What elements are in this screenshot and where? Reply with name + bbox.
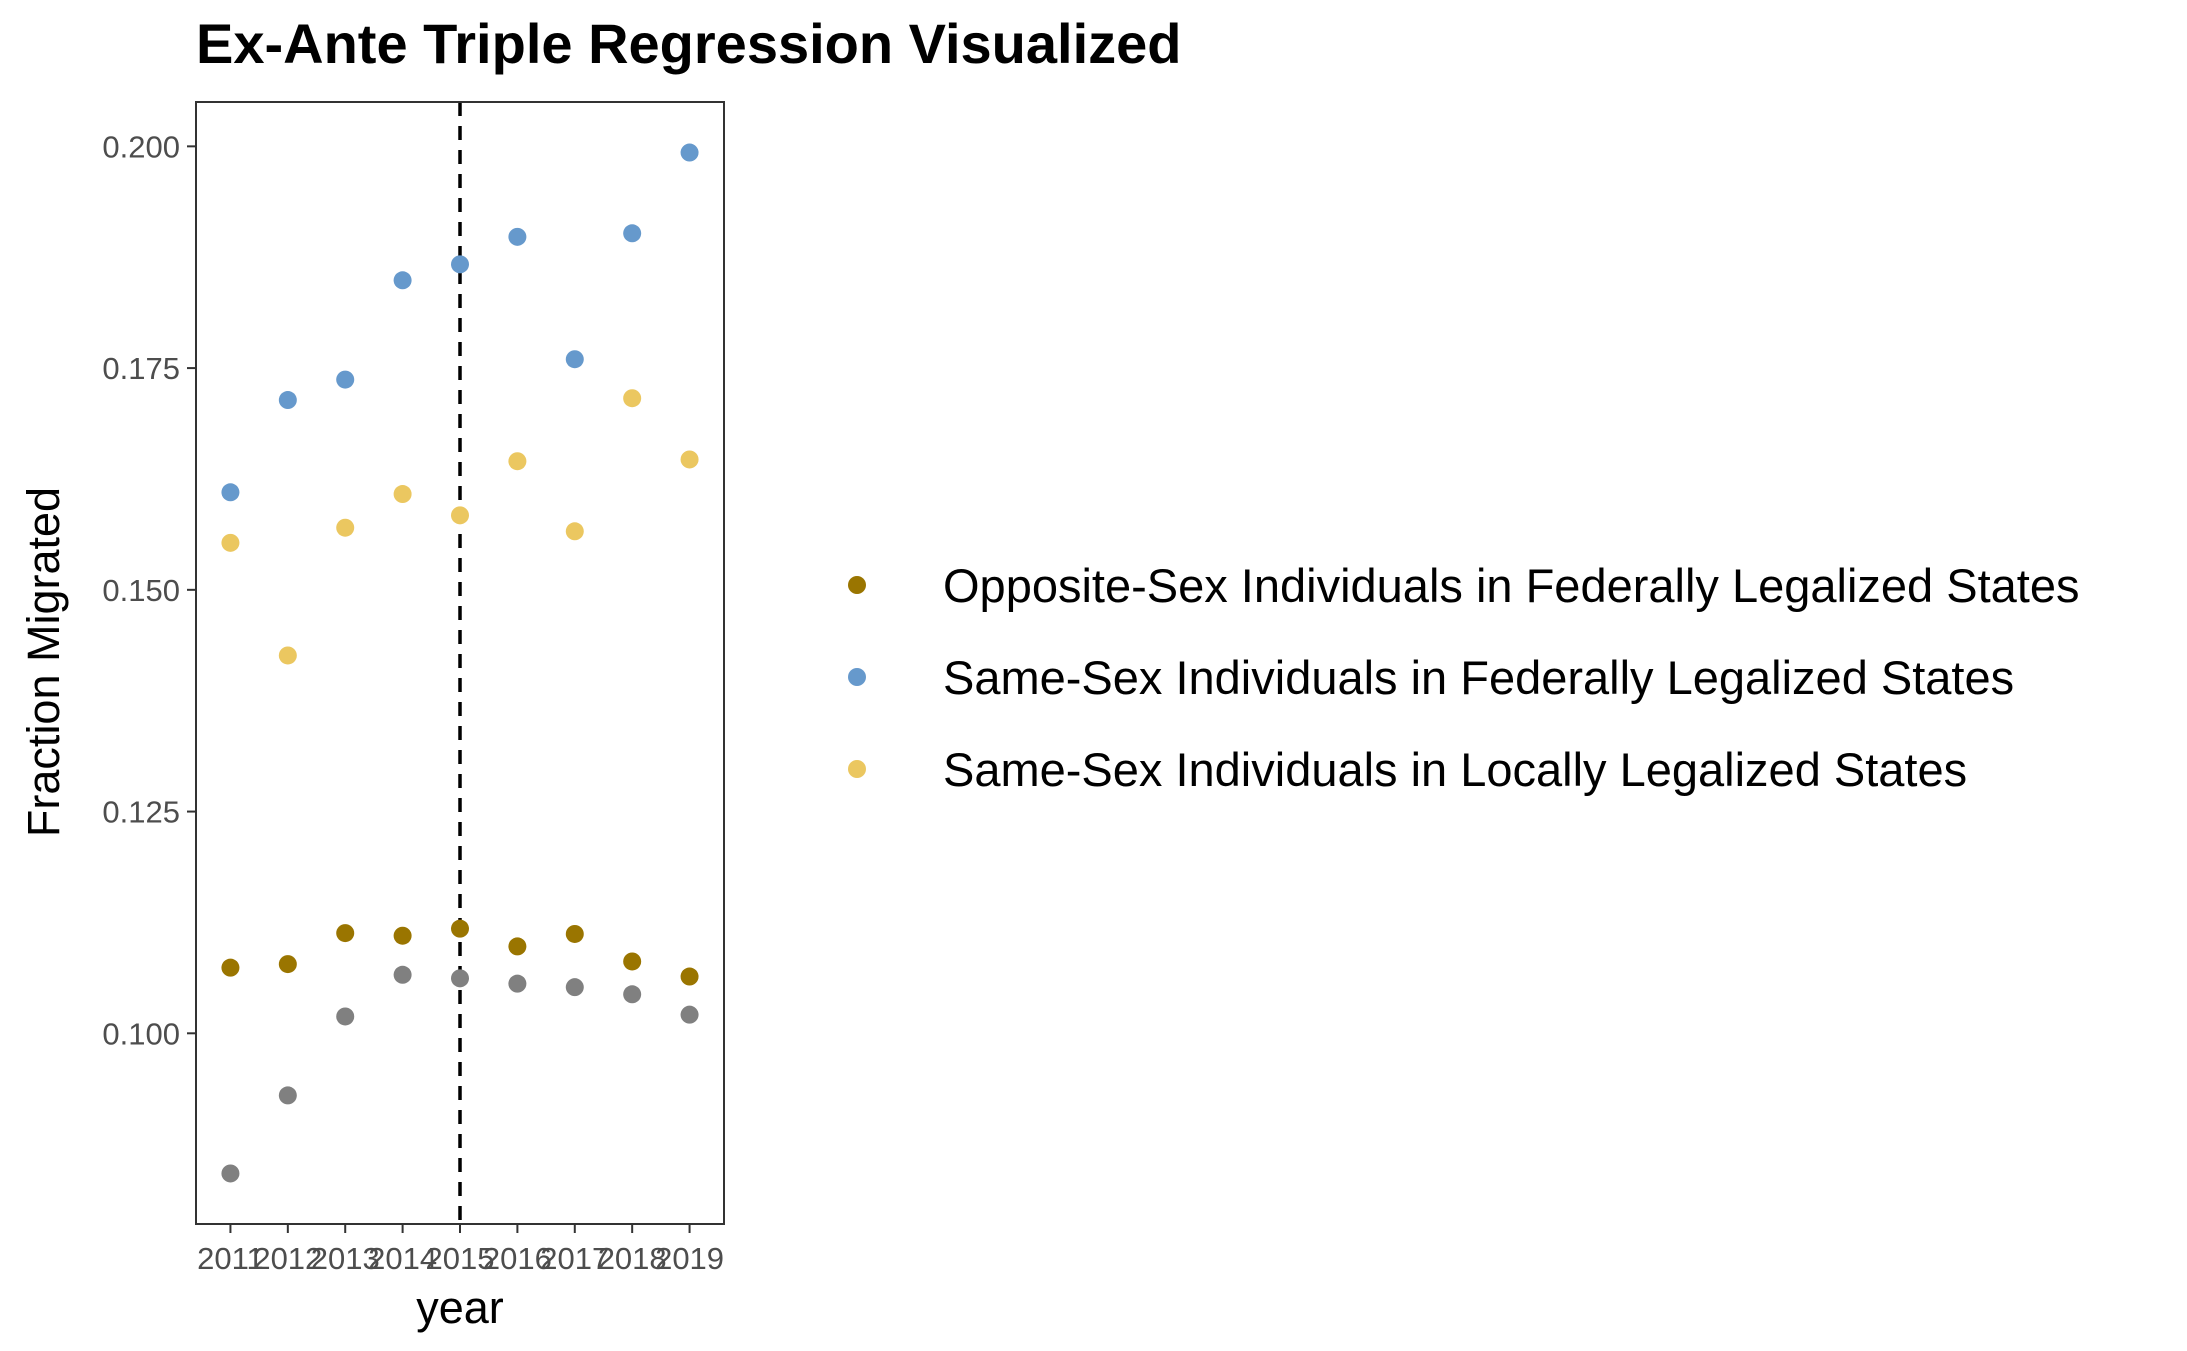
legend-item: Same-Sex Individuals in Locally Legalize… xyxy=(848,743,1967,796)
data-point xyxy=(278,646,297,665)
x-tick-label: 2017 xyxy=(540,1241,609,1276)
legend-label: Opposite-Sex Individuals in Federally Le… xyxy=(943,559,2079,612)
data-point xyxy=(508,937,527,956)
legend-key xyxy=(848,576,866,594)
x-axis-title: year xyxy=(416,1282,504,1333)
x-tick-label: 2012 xyxy=(253,1241,322,1276)
data-point xyxy=(393,271,412,290)
legend-label: Same-Sex Individuals in Locally Legalize… xyxy=(943,743,1967,796)
data-point xyxy=(393,965,412,984)
data-point xyxy=(508,452,527,471)
data-point xyxy=(623,224,642,243)
data-point xyxy=(565,978,584,997)
data-point xyxy=(565,350,584,369)
data-point xyxy=(680,1005,699,1024)
x-tick-label: 2018 xyxy=(598,1241,667,1276)
y-axis: 0.100 0.125 0.150 0.175 0.200 xyxy=(102,129,196,1051)
plot-area xyxy=(195,101,725,1225)
data-point xyxy=(508,974,527,993)
data-point xyxy=(278,955,297,974)
data-point xyxy=(451,255,469,274)
y-tick-label: 0.100 xyxy=(102,1016,180,1051)
x-tick-label: 2015 xyxy=(426,1241,495,1276)
y-tick-label: 0.175 xyxy=(102,351,180,386)
data-point xyxy=(565,522,584,541)
legend-item: Same-Sex Individuals in Federally Legali… xyxy=(848,651,2014,704)
data-point xyxy=(451,506,469,525)
x-tick-label: 2014 xyxy=(368,1241,437,1276)
legend-key xyxy=(848,760,866,778)
y-tick-label: 0.200 xyxy=(102,129,180,164)
legend-key xyxy=(848,668,866,686)
data-point xyxy=(278,1086,297,1105)
data-point xyxy=(336,924,355,943)
x-tick-label: 2019 xyxy=(655,1241,724,1276)
data-point xyxy=(451,969,469,988)
series-2 xyxy=(221,389,699,665)
data-point xyxy=(221,483,240,502)
y-axis-title: Fraction Migrated xyxy=(18,487,69,837)
data-point xyxy=(623,389,642,408)
data-point xyxy=(680,143,699,162)
x-tick-label: 2013 xyxy=(311,1241,380,1276)
data-point xyxy=(680,450,699,469)
legend: Opposite-Sex Individuals in Federally Le… xyxy=(848,559,2079,796)
data-point xyxy=(508,227,527,246)
data-point xyxy=(393,485,412,504)
chart-title: Ex-Ante Triple Regression Visualized xyxy=(196,12,1182,75)
series-1 xyxy=(221,143,699,502)
data-point xyxy=(221,958,240,977)
legend-label: Same-Sex Individuals in Federally Legali… xyxy=(943,651,2014,704)
data-point xyxy=(623,952,642,971)
y-tick-label: 0.150 xyxy=(102,573,180,608)
legend-item: Opposite-Sex Individuals in Federally Le… xyxy=(848,559,2079,612)
data-point xyxy=(451,919,469,938)
y-tick-label: 0.125 xyxy=(102,795,180,830)
data-point xyxy=(623,985,642,1004)
data-point xyxy=(221,533,240,552)
data-point xyxy=(336,518,355,537)
data-point xyxy=(565,924,584,943)
data-point xyxy=(221,1164,240,1183)
data-point xyxy=(680,967,699,986)
x-tick-label: 2016 xyxy=(483,1241,552,1276)
data-point xyxy=(278,391,297,410)
x-tick-label: 2011 xyxy=(197,1241,264,1276)
series-0 xyxy=(221,919,699,986)
data-point xyxy=(393,926,412,945)
data-point xyxy=(336,370,355,389)
data-point xyxy=(336,1007,355,1026)
series-3 xyxy=(221,965,699,1183)
